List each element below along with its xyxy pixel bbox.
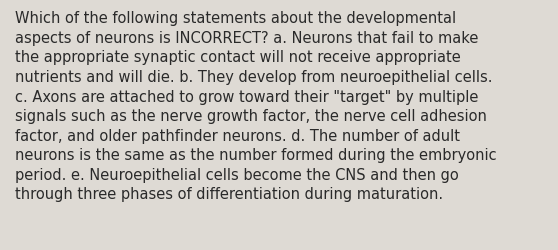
- Text: Which of the following statements about the developmental
aspects of neurons is : Which of the following statements about …: [15, 11, 497, 202]
